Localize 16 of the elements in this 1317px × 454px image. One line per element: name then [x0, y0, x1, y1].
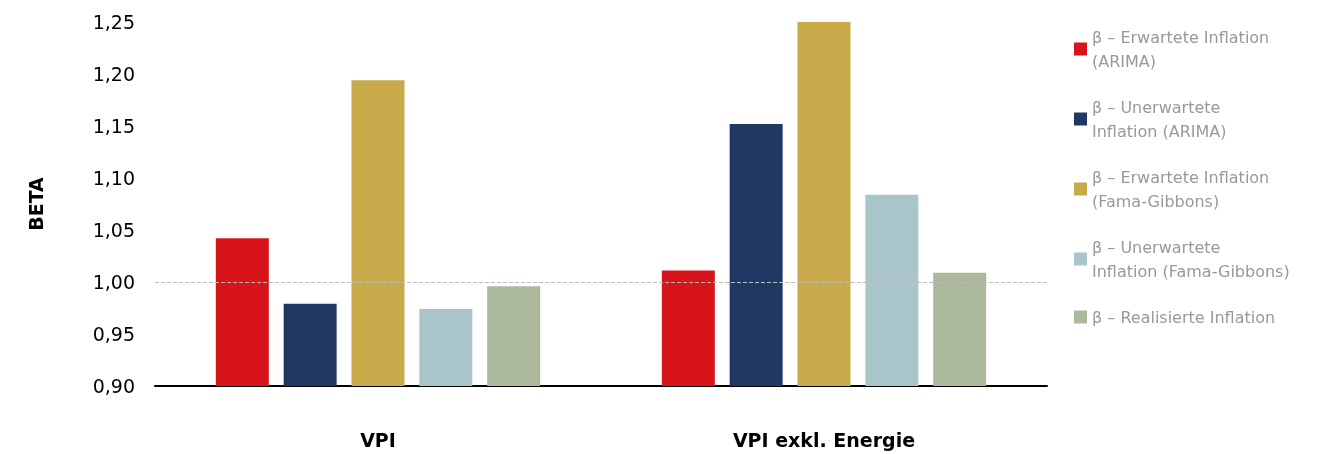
y-tick-label: 1,05	[92, 219, 135, 241]
legend-label: β – Realisierte Inflation	[1092, 307, 1276, 327]
y-tick-label: 0,90	[92, 375, 135, 397]
legend-label: β – Erwartete Inflation (ARIMA)	[1092, 27, 1275, 71]
y-tick-label: 1,20	[92, 63, 135, 85]
legend-label: β – Unerwartete Inflation (Fama-Gibbons)	[1092, 237, 1290, 281]
y-tick-label: 1,10	[92, 167, 135, 189]
legend-label: β – Erwartete Inflation (Fama-Gibbons)	[1092, 167, 1275, 211]
y-tick-label: 1,00	[92, 271, 135, 293]
y-axis-title: BETA	[24, 176, 47, 231]
legend-label: β – Unerwartete Inflation (ARIMA)	[1092, 97, 1227, 141]
y-tick-label: 1,25	[92, 11, 135, 33]
y-tick-label: 0,95	[92, 323, 135, 345]
x-tick-label: VPI exkl. Energie	[732, 428, 916, 451]
y-tick-label: 1,15	[92, 115, 135, 137]
x-tick-label: VPI	[360, 428, 396, 451]
